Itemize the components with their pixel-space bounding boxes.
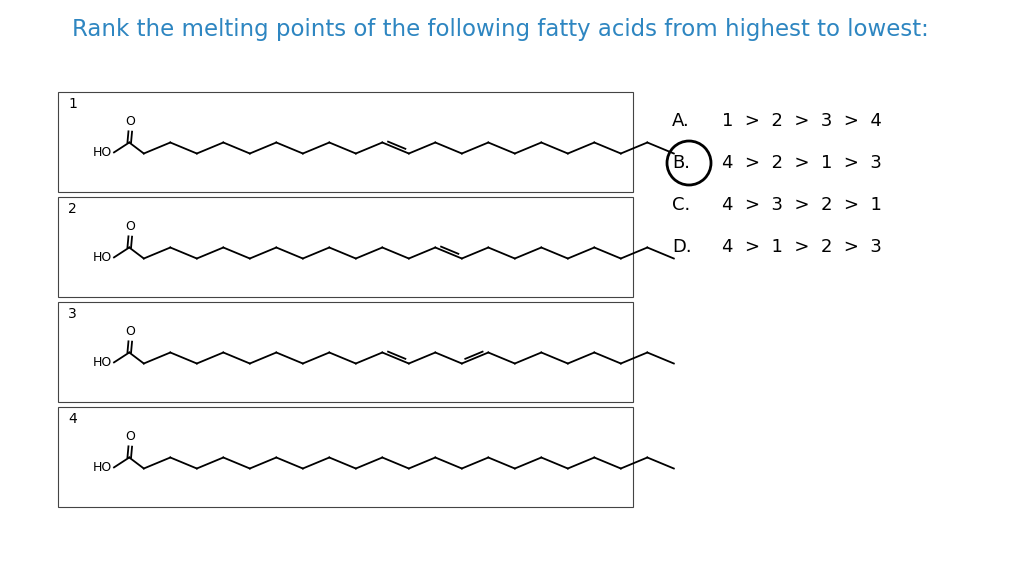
Text: 2: 2 bbox=[68, 202, 77, 216]
Text: A.: A. bbox=[672, 112, 690, 130]
Text: HO: HO bbox=[93, 356, 112, 369]
Text: 3: 3 bbox=[68, 307, 77, 321]
Text: 4  >  1  >  2  >  3: 4 > 1 > 2 > 3 bbox=[722, 238, 882, 256]
Text: 4: 4 bbox=[68, 412, 77, 426]
Bar bbox=[58, 92, 633, 192]
Bar bbox=[58, 302, 633, 402]
Text: O: O bbox=[125, 115, 135, 128]
Text: 1: 1 bbox=[68, 97, 77, 111]
Text: HO: HO bbox=[93, 461, 112, 474]
Text: C.: C. bbox=[672, 196, 690, 214]
Text: O: O bbox=[125, 220, 135, 233]
Text: 4  >  3  >  2  >  1: 4 > 3 > 2 > 1 bbox=[722, 196, 882, 214]
Text: O: O bbox=[125, 430, 135, 443]
Text: Rank the melting points of the following fatty acids from highest to lowest:: Rank the melting points of the following… bbox=[72, 18, 929, 41]
Text: O: O bbox=[125, 325, 135, 338]
Text: 1  >  2  >  3  >  4: 1 > 2 > 3 > 4 bbox=[722, 112, 882, 130]
Text: HO: HO bbox=[93, 251, 112, 264]
Text: B.: B. bbox=[672, 154, 690, 172]
Bar bbox=[58, 197, 633, 297]
Text: 4  >  2  >  1  >  3: 4 > 2 > 1 > 3 bbox=[722, 154, 882, 172]
Text: HO: HO bbox=[93, 146, 112, 159]
Text: D.: D. bbox=[672, 238, 691, 256]
Bar bbox=[58, 407, 633, 507]
